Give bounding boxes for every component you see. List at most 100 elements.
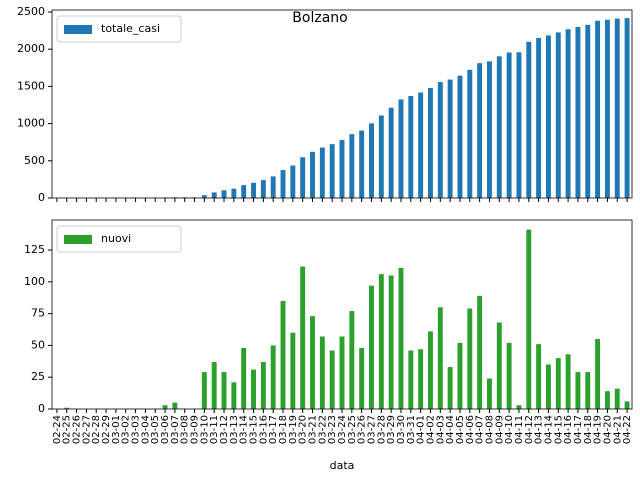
bar	[408, 350, 414, 409]
bar	[201, 195, 207, 198]
x-tick-label: 03-31	[406, 415, 417, 444]
bar	[496, 56, 502, 198]
legend-swatch	[64, 25, 92, 34]
x-tick-label: 04-14	[543, 415, 554, 444]
bar	[585, 24, 591, 198]
bar	[359, 347, 365, 409]
x-tick-label: 03-19	[288, 415, 299, 444]
bar	[467, 308, 473, 409]
bar	[211, 361, 217, 409]
bar	[290, 332, 296, 409]
bar	[369, 285, 374, 409]
x-tick-label: 03-10	[199, 415, 210, 444]
bar	[467, 69, 473, 199]
bar	[310, 316, 315, 409]
bar	[349, 311, 355, 409]
bar	[565, 29, 571, 198]
bar	[378, 274, 384, 409]
bar	[496, 322, 502, 409]
y-tick-label: 50	[31, 338, 45, 351]
x-tick-label: 03-12	[219, 415, 230, 444]
bar	[398, 99, 404, 198]
x-tick-label: 02-29	[101, 415, 112, 444]
bar	[172, 402, 178, 409]
x-tick-label: 04-06	[465, 415, 476, 444]
bar	[162, 405, 168, 409]
bar	[339, 336, 345, 409]
x-tick-label: 04-17	[573, 415, 584, 444]
x-tick-label: 02-27	[81, 415, 92, 444]
y-tick-label: 100	[24, 275, 45, 288]
bar	[270, 176, 276, 198]
y-tick-label: 125	[24, 243, 45, 256]
x-tick-label: 03-14	[239, 415, 250, 444]
bar	[270, 345, 276, 409]
x-tick-label: 03-23	[327, 415, 338, 444]
x-tick-label: 04-04	[445, 415, 456, 444]
x-tick-label: 04-15	[553, 415, 564, 444]
bar	[536, 37, 542, 199]
x-tick-label: 03-29	[386, 415, 397, 444]
bar	[624, 401, 630, 409]
x-tick-label: 03-02	[121, 415, 132, 444]
bar	[477, 295, 483, 409]
bar	[369, 123, 374, 198]
bar	[604, 19, 610, 199]
x-tick-label: 04-18	[583, 415, 594, 444]
bar	[388, 275, 394, 409]
x-tick-label: 03-27	[366, 415, 377, 444]
bar	[624, 18, 630, 198]
bar	[260, 361, 266, 409]
x-tick-label: 03-04	[140, 415, 151, 444]
x-tick-label: 03-28	[376, 415, 387, 444]
legend-label: totale_casi	[101, 22, 160, 35]
bar	[329, 144, 335, 198]
x-tick-label: 02-26	[72, 415, 83, 444]
x-tick-label: 02-25	[62, 415, 73, 444]
bar	[398, 267, 404, 409]
bar	[359, 130, 365, 198]
bar	[477, 63, 483, 198]
x-tick-label: 03-03	[131, 415, 142, 444]
bar	[526, 229, 532, 409]
y-tick-label: 500	[24, 154, 45, 167]
x-tick-label: 04-02	[425, 415, 436, 444]
x-tick-label: 04-19	[593, 415, 604, 444]
bar	[319, 147, 325, 198]
bar	[536, 344, 542, 409]
x-tick-label: 04-22	[622, 415, 633, 444]
bar	[251, 182, 256, 198]
y-tick-label: 1000	[17, 117, 45, 130]
bar	[329, 350, 335, 409]
x-tick-label: 03-13	[229, 415, 240, 444]
bar	[280, 300, 286, 409]
axes-frame	[51, 219, 633, 410]
x-tick-label: 03-20	[298, 415, 309, 444]
bar	[290, 165, 296, 198]
bar	[565, 354, 571, 409]
bar	[555, 32, 561, 198]
bar	[418, 349, 424, 409]
legend: totale_casi	[56, 15, 182, 43]
bar	[251, 369, 256, 409]
bar	[487, 61, 492, 199]
x-tick-label: 04-12	[524, 415, 535, 444]
axes-frame	[51, 9, 633, 199]
bar	[260, 180, 266, 198]
bar	[487, 378, 492, 409]
x-tick-label: 03-26	[357, 415, 368, 444]
bar	[585, 372, 591, 409]
x-tick-label: 04-01	[416, 415, 427, 444]
bar	[201, 372, 207, 409]
y-tick-label: 2500	[17, 5, 45, 18]
bar	[595, 20, 601, 199]
x-tick-label: 03-17	[268, 415, 279, 444]
x-tick-label: 03-11	[209, 415, 220, 444]
x-tick-label: 02-24	[52, 415, 63, 444]
x-tick-label: 03-06	[160, 415, 171, 444]
x-tick-label: 04-21	[612, 415, 623, 444]
bar	[575, 372, 581, 409]
x-axis-label: data	[330, 459, 355, 472]
x-tick-label: 03-16	[258, 415, 269, 444]
bar	[408, 96, 414, 198]
